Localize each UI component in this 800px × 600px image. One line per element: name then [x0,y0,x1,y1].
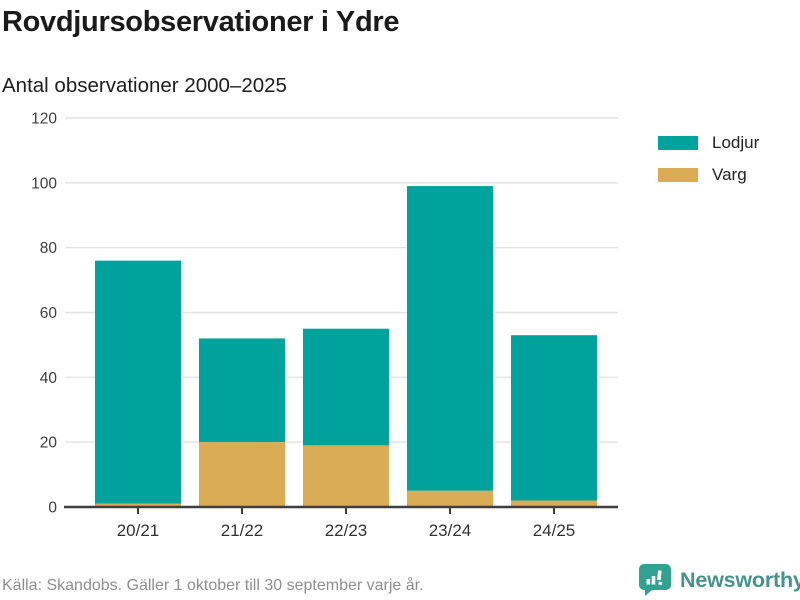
bar-varg-23/24 [407,490,493,507]
logo-bar-2 [651,576,656,585]
legend-label: Lodjur [712,133,760,152]
bar-lodjur-24/25 [511,335,597,501]
legend-swatch-varg [658,168,698,182]
y-tick-label: 20 [40,435,58,452]
bar-varg-24/25 [511,500,597,507]
chart-subtitle: Antal observationer 2000–2025 [2,74,287,97]
logo-exclamation-bar [657,570,662,581]
y-tick-label: 0 [48,500,57,517]
x-tick-label: 22/23 [325,521,368,540]
legend-item-varg: Varg [658,165,759,185]
x-tick-label: 21/22 [221,521,264,540]
newsworthy-speech-bubble-chart-icon [639,564,671,596]
y-tick-label: 100 [31,175,57,192]
bar-varg-20/21 [95,503,181,507]
bar-varg-22/23 [303,445,389,507]
legend-label: Varg [712,165,747,184]
source-note: Källa: Skandobs. Gäller 1 oktober till 3… [2,577,424,594]
newsworthy-logo[interactable]: Newsworthy [638,563,800,597]
bar-lodjur-23/24 [407,186,493,491]
legend: Lodjur Varg [658,133,759,185]
x-tick-label: 24/25 [533,521,576,540]
bar-lodjur-22/23 [303,328,389,446]
newsworthy-wordmark: Newsworthy [680,567,800,592]
bar-lodjur-20/21 [95,260,181,504]
bar-lodjur-21/22 [199,338,285,443]
y-tick-label: 40 [40,370,58,387]
logo-bar-1 [646,579,651,585]
y-tick-label: 120 [31,111,57,128]
x-tick-label: 23/24 [429,521,472,540]
bar-varg-21/22 [199,442,285,507]
y-tick-label: 80 [40,240,58,257]
x-tick-label: 20/21 [117,521,160,540]
page-title: Rovdjursobservationer i Ydre [2,6,400,38]
legend-item-lodjur: Lodjur [658,133,759,153]
logo-exclamation-dot [658,581,663,585]
legend-swatch-lodjur [658,136,698,150]
y-tick-label: 60 [40,305,58,322]
